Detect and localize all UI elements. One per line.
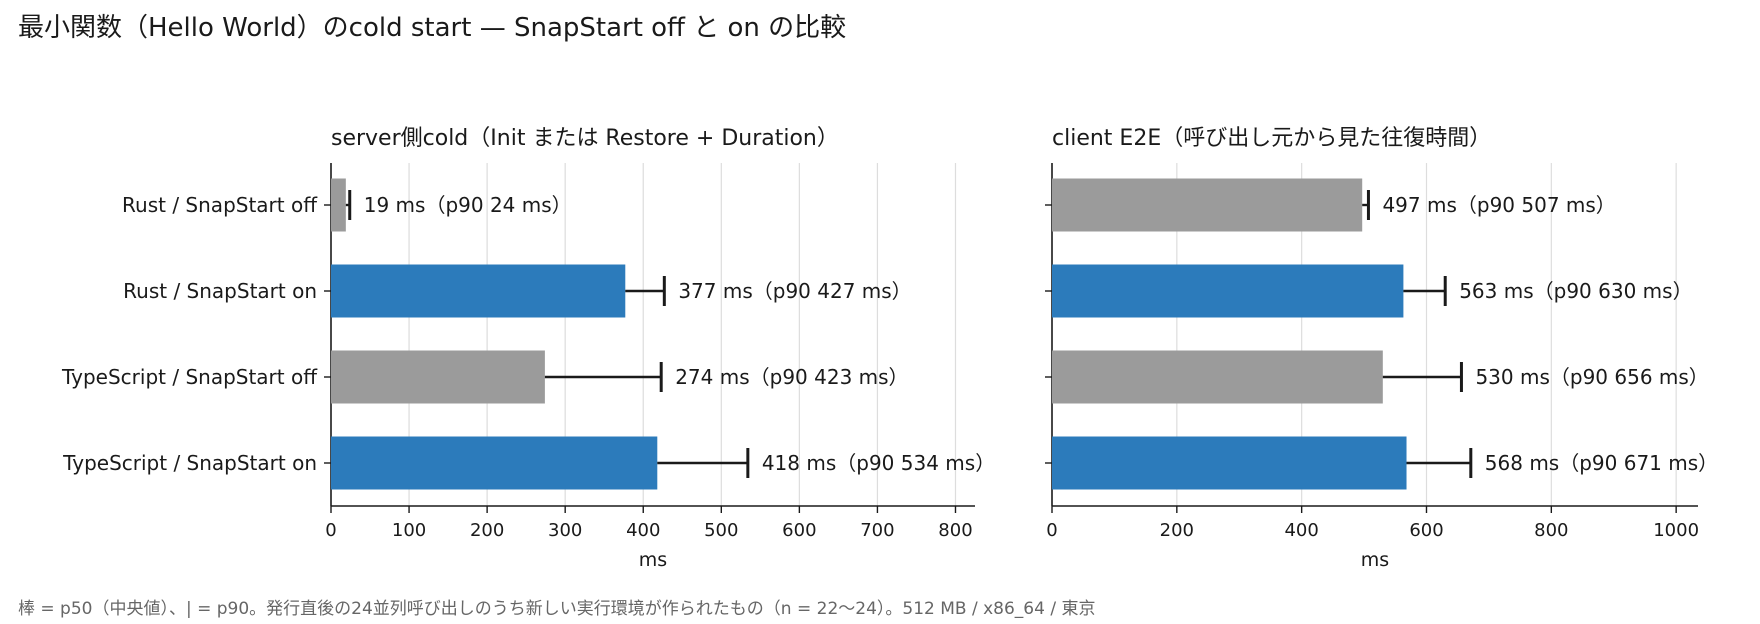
data-label: 19 ms（p90 24 ms） (364, 193, 572, 217)
panel-client-e2e: client E2E（呼び出し元から見た往復時間） 0 200 400 600 800 10… (1045, 126, 1718, 571)
x-tick-label: 1000 (1653, 520, 1699, 541)
bar-p50 (1052, 436, 1407, 490)
bar-p50 (1052, 350, 1383, 404)
figure-title: 最小関数（Hello World）のcold start — SnapStart… (18, 13, 846, 43)
panel-title: client E2E（呼び出し元から見た往復時間） (1052, 126, 1491, 151)
x-tick-label: 600 (1409, 520, 1443, 541)
x-tick-label: 0 (1046, 520, 1057, 541)
data-label: 418 ms（p90 534 ms） (762, 451, 995, 475)
bar-p50 (1052, 264, 1404, 318)
x-tick-label: 200 (470, 520, 504, 541)
data-label: 568 ms（p90 671 ms） (1485, 451, 1718, 475)
x-tick-label: 800 (1534, 520, 1568, 541)
x-tick-label: 200 (1160, 520, 1194, 541)
x-axis-title: ms (1361, 549, 1389, 571)
x-tick-label: 700 (860, 520, 894, 541)
x-tick-label: 400 (626, 520, 660, 541)
panel-title: server側cold（Init または Restore + Duration） (331, 126, 839, 151)
bar-p50 (331, 178, 346, 232)
data-label: 563 ms（p90 630 ms） (1459, 279, 1692, 303)
category-label: TypeScript / SnapStart on (62, 451, 317, 475)
x-tick-label: 300 (548, 520, 582, 541)
footnote: 棒 = p50（中央値）、| = p90。発行直後の24並列呼び出しのうち新しい… (18, 599, 1095, 619)
x-tick-label: 400 (1284, 520, 1318, 541)
category-label: TypeScript / SnapStart off (61, 365, 318, 389)
bar-p50 (1052, 178, 1363, 232)
category-label: Rust / SnapStart on (123, 279, 317, 303)
bar-p50 (331, 350, 545, 404)
x-tick-label: 600 (782, 520, 816, 541)
x-tick-label: 500 (704, 520, 738, 541)
bar-p50 (331, 436, 658, 490)
x-axis-title: ms (639, 549, 667, 571)
category-label: Rust / SnapStart off (122, 193, 318, 217)
x-tick-label: 100 (392, 520, 426, 541)
panel-server-cold: server側cold（Init または Restore + Duration）… (61, 126, 995, 571)
x-tick-label: 0 (325, 520, 336, 541)
bar-p50 (331, 264, 626, 318)
x-tick-label: 800 (938, 520, 972, 541)
data-label: 274 ms（p90 423 ms） (675, 365, 908, 389)
data-label: 530 ms（p90 656 ms） (1475, 365, 1708, 389)
data-label: 497 ms（p90 507 ms） (1382, 193, 1615, 217)
data-label: 377 ms（p90 427 ms） (678, 279, 911, 303)
